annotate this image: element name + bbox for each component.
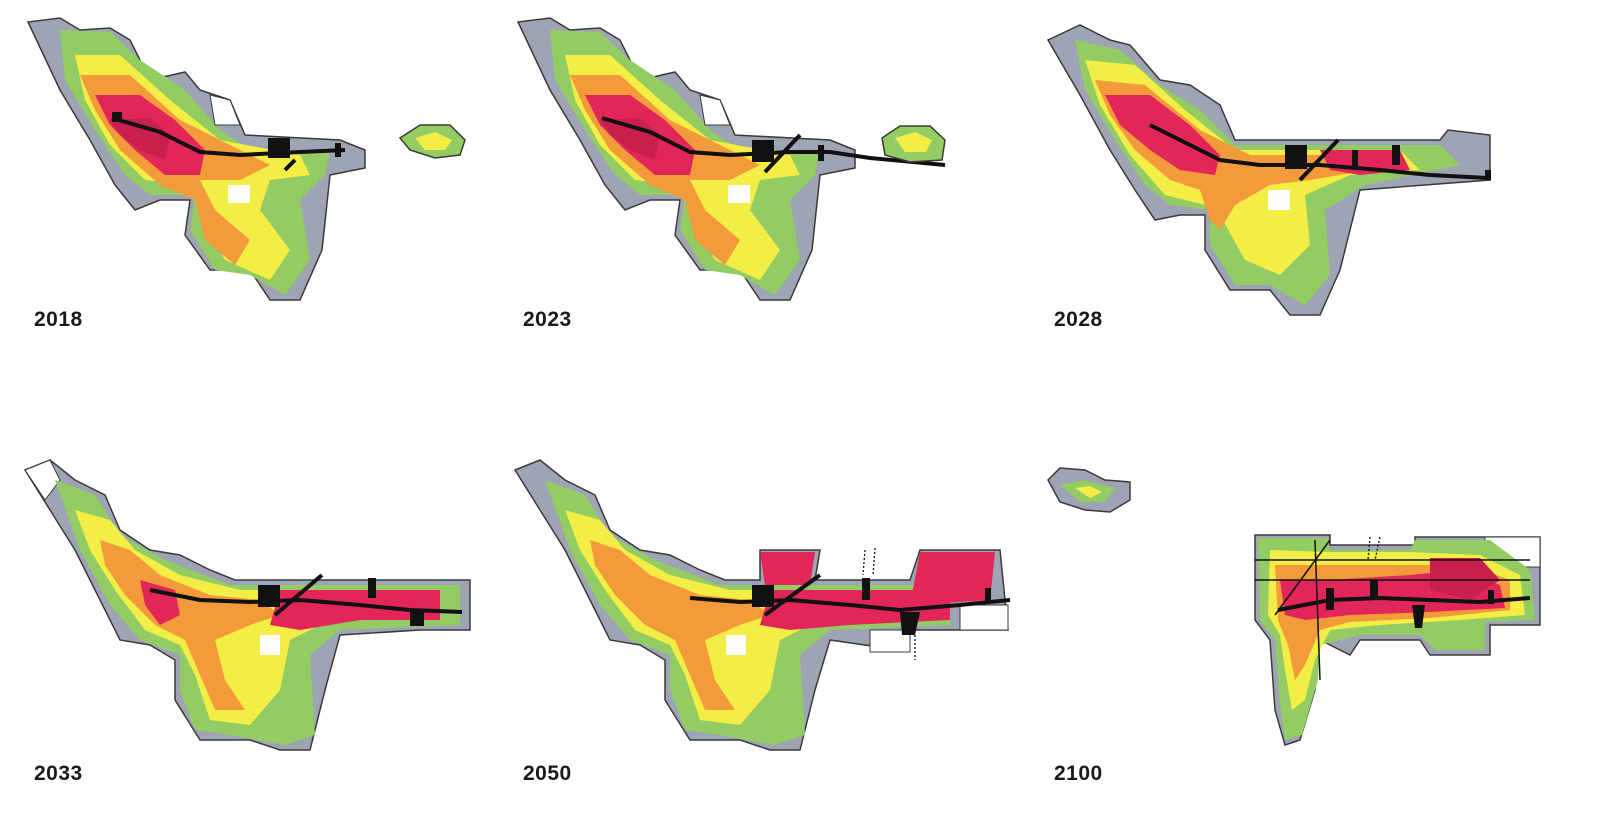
density-map-2018 — [26, 17, 466, 301]
rail-line-2033 — [149, 573, 463, 626]
density-map-2100 — [1047, 467, 1541, 746]
year-label: 2023 — [523, 308, 572, 331]
map-panel-2018: 2018 — [0, 0, 500, 340]
map-panel-2023: 2023 — [490, 0, 990, 340]
density-fill-2028 — [1075, 40, 1460, 305]
year-label: 2100 — [1054, 762, 1103, 785]
rail-line-2050 — [689, 547, 1011, 660]
satellite-area-2018 — [398, 124, 466, 159]
density-fill-2023 — [550, 30, 820, 295]
density-map-2033 — [23, 459, 471, 751]
satellite-area-2023 — [881, 125, 946, 163]
satellite-area-2100 — [1047, 467, 1131, 513]
year-label: 2018 — [34, 308, 83, 331]
map-panel-2100: 2100 — [1030, 440, 1570, 810]
rail-line-2018 — [111, 112, 346, 172]
year-label: 2050 — [523, 762, 572, 785]
year-label: 2028 — [1054, 308, 1103, 331]
density-fill-2018 — [60, 30, 330, 295]
map-panel-2028: 2028 — [1020, 0, 1540, 340]
rail-line-2023 — [601, 116, 946, 174]
year-label: 2033 — [34, 762, 83, 785]
map-panel-2050: 2050 — [490, 440, 1030, 810]
rail-line-2100 — [1255, 536, 1531, 681]
map-panel-2033: 2033 — [0, 440, 500, 810]
density-map-2050 — [513, 459, 1011, 751]
density-map-2028 — [1046, 24, 1491, 316]
rail-line-2028 — [1149, 123, 1491, 182]
density-map-2023 — [516, 17, 946, 301]
